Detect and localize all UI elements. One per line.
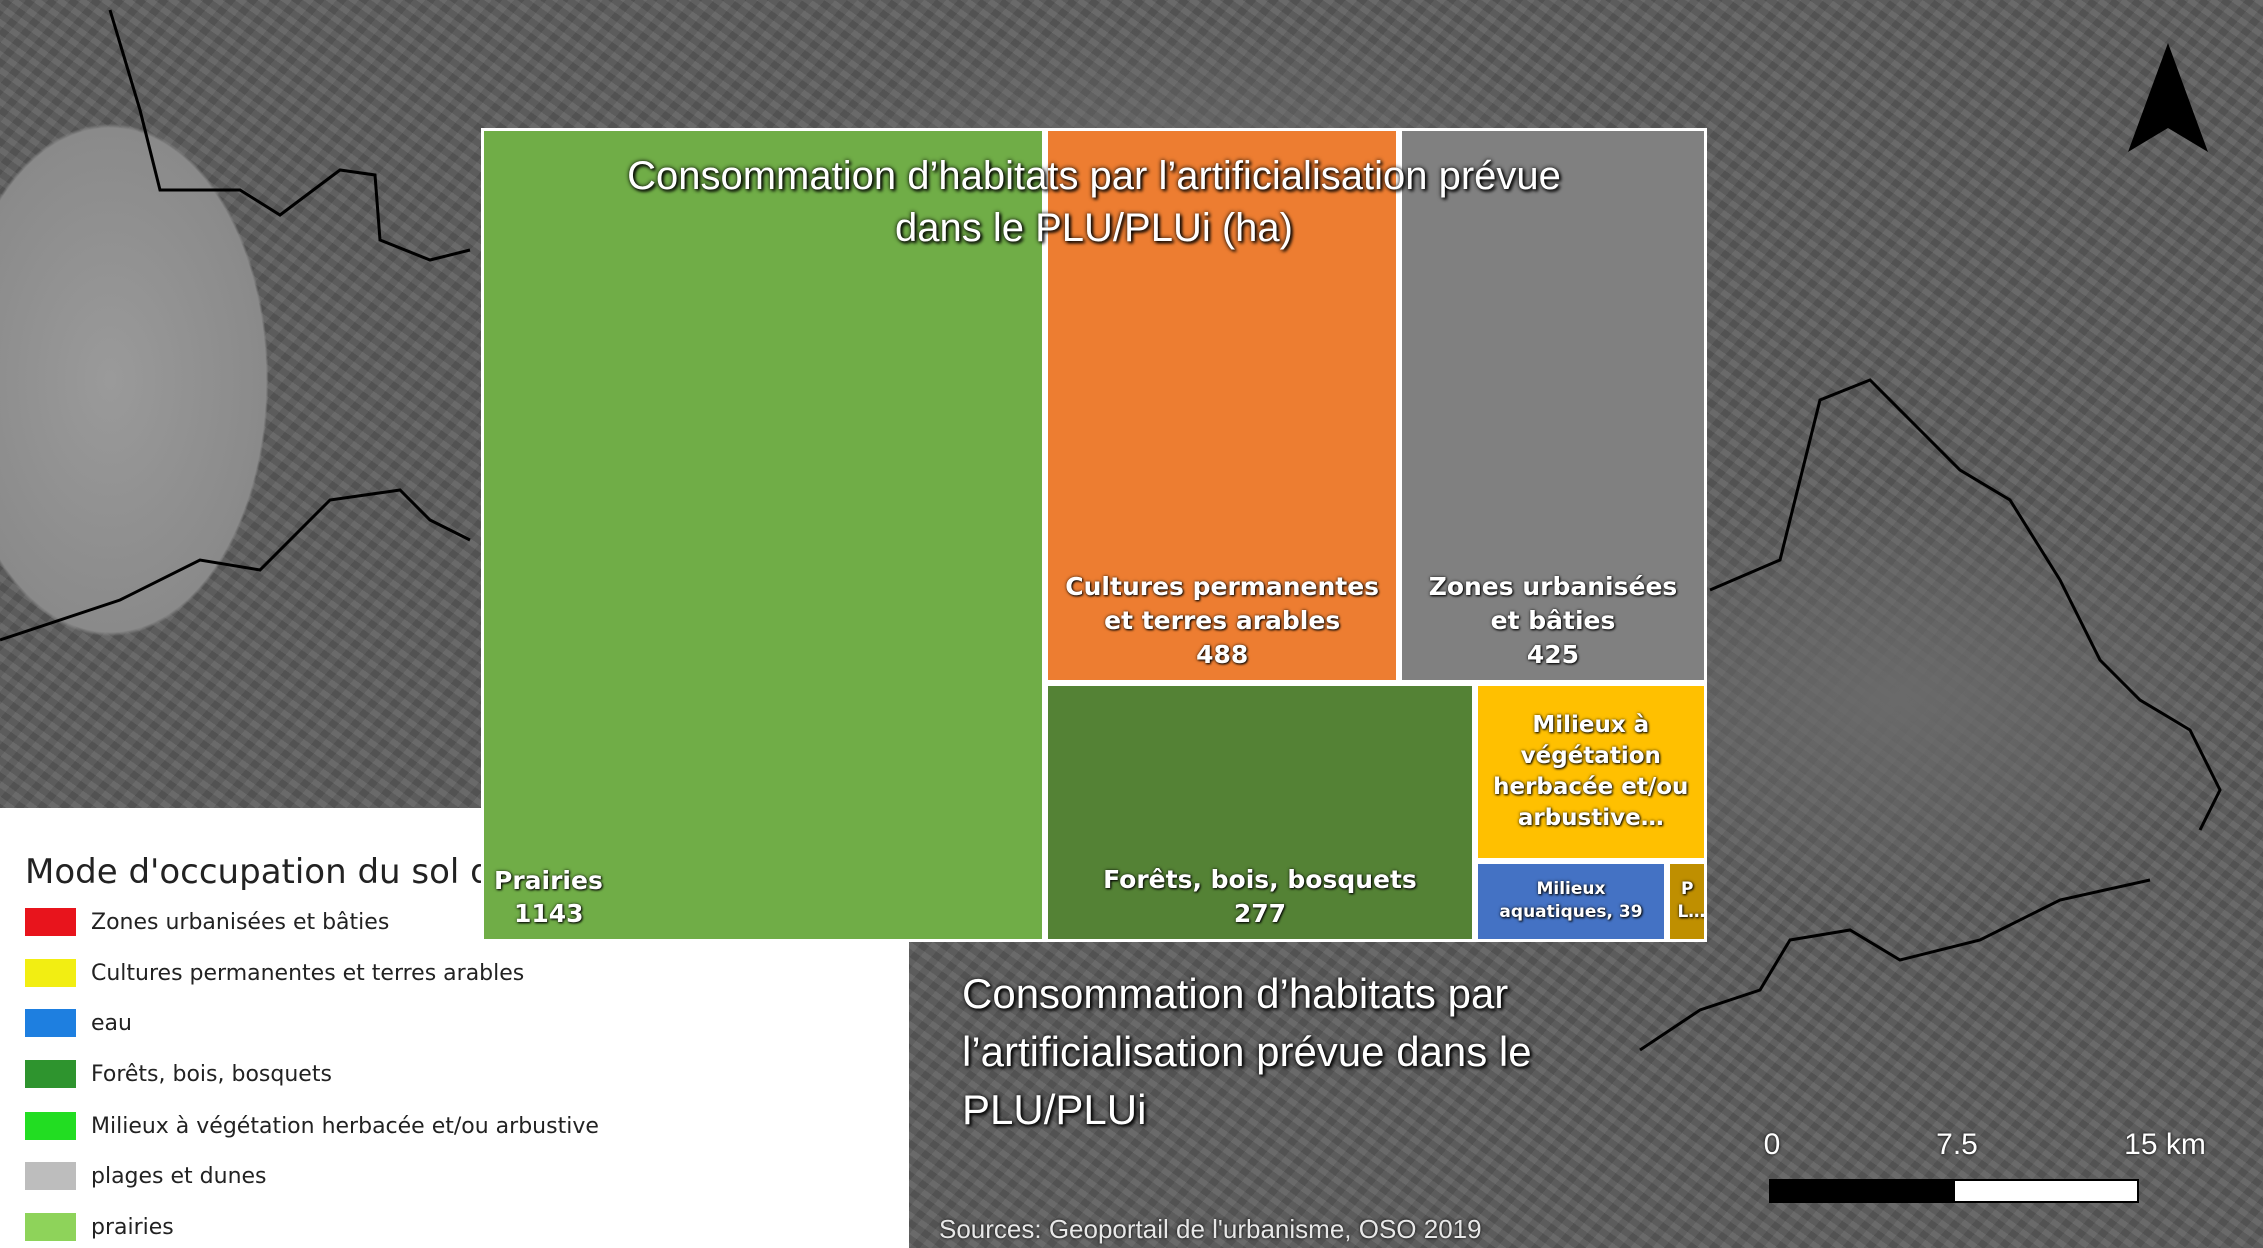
treemap-tile: Milieux aquatiques, 39 xyxy=(1474,860,1668,942)
tile-category: Prairies xyxy=(494,865,603,895)
treemap-tile: Prairies 1143 xyxy=(481,128,1046,942)
legend-label: eau xyxy=(91,1010,132,1036)
legend-swatch xyxy=(25,1112,76,1140)
legend-label: Zones urbanisées et bâties xyxy=(91,909,390,935)
treemap-tile: P L… xyxy=(1667,860,1707,942)
legend-swatch xyxy=(25,908,76,936)
tile-value: 1143 xyxy=(514,899,584,929)
legend-label: plages et dunes xyxy=(91,1163,267,1189)
tile-category: Cultures permanentes et terres arables xyxy=(1065,572,1380,636)
tile-value: 488 xyxy=(1196,639,1249,669)
legend-label: Forêts, bois, bosquets xyxy=(91,1061,332,1087)
tile-category: Forêts, bois, bosquets xyxy=(1103,865,1417,895)
tile-label: Forêts, bois, bosquets 277 xyxy=(1103,863,1417,931)
tile-category: P L… xyxy=(1677,879,1706,923)
legend-swatch xyxy=(25,1060,76,1088)
scale-label: 15 km xyxy=(2124,1128,2206,1161)
treemap-tile: Milieux à végétation herbacée et/ou arbu… xyxy=(1474,682,1707,861)
legend-swatch xyxy=(25,959,76,987)
tile-category: Zones urbanisées et bâties xyxy=(1428,572,1678,636)
legend-title: Mode d'occupation du sol da xyxy=(25,852,513,892)
tile-label: Milieux à végétation herbacée et/ou arbu… xyxy=(1485,710,1697,834)
legend-entry: Forêts, bois, bosquets xyxy=(25,1059,332,1089)
legend-swatch xyxy=(25,1162,76,1190)
scale-label: 0 xyxy=(1763,1128,1781,1161)
legend-entry: prairies xyxy=(25,1212,174,1242)
scale-bar xyxy=(1953,1179,2139,1203)
tile-value: 39 xyxy=(1618,902,1643,923)
treemap-tile: Forêts, bois, bosquets 277 xyxy=(1045,682,1475,942)
boundary-line xyxy=(0,488,471,642)
tile-label: Zones urbanisées et bâties 425 xyxy=(1412,570,1694,671)
legend-label: Milieux à végétation herbacée et/ou arbu… xyxy=(91,1113,599,1139)
legend-entry: Zones urbanisées et bâties xyxy=(25,907,389,937)
legend-entry: eau xyxy=(25,1008,132,1038)
tile-category: Milieux à végétation herbacée et/ou arbu… xyxy=(1493,711,1689,831)
boundary-line xyxy=(108,9,471,262)
legend-swatch xyxy=(25,1009,76,1037)
scale-bar xyxy=(1769,1179,1955,1203)
north-arrow xyxy=(2128,43,2208,152)
tile-label: Cultures permanentes et terres arables 48… xyxy=(1058,570,1386,671)
legend-entry: Milieux à végétation herbacée et/ou arbu… xyxy=(25,1111,599,1141)
legend-swatch xyxy=(25,1213,76,1241)
tile-label: Milieux aquatiques, 39 xyxy=(1485,878,1658,924)
tile-value: 425 xyxy=(1526,639,1580,669)
boundary-line xyxy=(1639,878,2151,1052)
tile-label: Prairies 1143 xyxy=(494,864,603,932)
treemap: Consommation d’habitats par l’artificial… xyxy=(481,128,1707,942)
legend-entry: Cultures permanentes et terres arables xyxy=(25,958,524,988)
sources: Sources: Geoportail de l'urbanisme, OSO … xyxy=(939,1214,1482,1244)
chart-title: Consommation d’habitats par l’artificial… xyxy=(627,154,1561,250)
legend-entry: plages et dunes xyxy=(25,1161,267,1191)
boundary-line xyxy=(1709,378,2222,831)
tile-label: P L… xyxy=(1677,878,1704,924)
legend-label: prairies xyxy=(91,1214,174,1240)
legend-label: Cultures permanentes et terres arables xyxy=(91,960,525,986)
treemap-tile: Zones urbanisées et bâties 425 xyxy=(1399,128,1707,683)
tile-value: 277 xyxy=(1233,899,1287,929)
scale-label: 7.5 xyxy=(1936,1128,1978,1161)
treemap-tile: Cultures permanentes et terres arables 48… xyxy=(1045,128,1399,683)
tile-category: Milieux aquatiques, xyxy=(1499,879,1613,923)
map-caption: Consommation d’habitats par l’artificial… xyxy=(962,970,1532,1133)
